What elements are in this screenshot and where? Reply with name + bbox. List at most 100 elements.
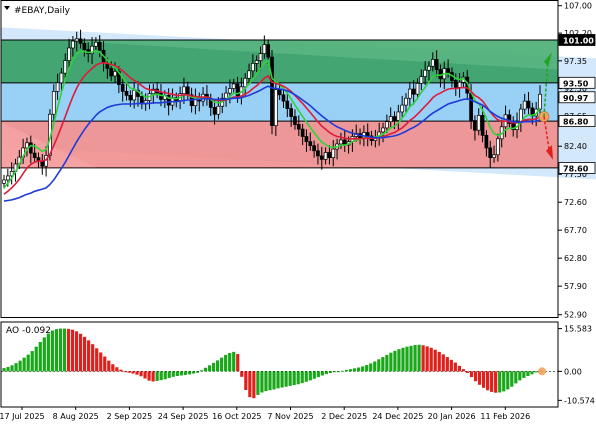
- ao-bar: [248, 371, 252, 398]
- ao-bar: [385, 354, 389, 372]
- candle-body: [97, 41, 102, 51]
- x-tick-label: 8 Aug 2025: [53, 412, 99, 421]
- ao-bar: [534, 371, 538, 373]
- ao-bar: [409, 345, 413, 372]
- candle-body: [28, 142, 33, 154]
- ao-bar: [171, 371, 175, 377]
- ao-bar: [449, 359, 453, 372]
- candle-body: [365, 132, 370, 137]
- ao-bar: [433, 349, 437, 372]
- ao-bar: [10, 365, 14, 372]
- candle-body: [78, 38, 83, 44]
- y-tick-label: 62.80: [564, 254, 587, 263]
- candle-body: [331, 148, 336, 158]
- ao-bar: [397, 349, 401, 372]
- ao-bar: [506, 371, 510, 390]
- candle-body: [113, 71, 117, 77]
- ao-bar: [365, 365, 369, 372]
- candle-body: [124, 91, 129, 96]
- ao-bar: [256, 371, 260, 395]
- ao-bar: [14, 363, 18, 372]
- ao-bar: [228, 352, 232, 372]
- ao-bar: [413, 345, 417, 372]
- candle-body: [120, 84, 125, 92]
- ao-bar: [522, 371, 526, 378]
- ao-bar: [457, 365, 461, 372]
- ao-bar: [526, 371, 530, 377]
- price-pane-frame: [0, 0, 559, 318]
- candle-body: [323, 152, 328, 160]
- candle-body: [231, 83, 236, 89]
- x-tick-label: 7 Nov 2025: [267, 412, 313, 421]
- candle-body: [293, 116, 297, 125]
- ao-bar: [58, 328, 63, 372]
- ao-bar: [296, 371, 300, 385]
- candle-body: [273, 89, 278, 127]
- ao-bar: [304, 371, 308, 382]
- ao-y-tick-label: 0.00: [564, 367, 582, 376]
- candle-body: [396, 111, 401, 121]
- ao-bar: [373, 361, 377, 372]
- candle-body: [339, 139, 343, 145]
- ao-bar: [62, 328, 67, 372]
- candle-body: [427, 65, 431, 71]
- ao-bar: [353, 368, 357, 372]
- candle-body: [51, 91, 56, 115]
- ao-bar: [445, 357, 449, 372]
- ao-bar: [405, 346, 409, 372]
- ao-bar: [336, 371, 341, 373]
- candle-body: [434, 59, 439, 71]
- ao-bar: [328, 371, 333, 373]
- ao-bar: [320, 371, 324, 376]
- ao-bar: [18, 360, 22, 372]
- candle-body: [538, 93, 542, 110]
- candle-body: [327, 152, 332, 158]
- ao-y-tick-label: -10.574: [564, 396, 595, 405]
- candle-body: [430, 59, 435, 67]
- ao-bar: [151, 371, 155, 382]
- ao-bar: [187, 371, 191, 375]
- candle-body: [159, 92, 163, 100]
- level-label: 78.60: [563, 164, 589, 173]
- candle-body: [254, 60, 259, 64]
- candle-body: [473, 120, 477, 131]
- ao-bar: [357, 367, 361, 372]
- ao-bar: [119, 369, 123, 372]
- candle-body: [71, 40, 75, 49]
- ao-bar: [139, 371, 143, 377]
- y-tick-label: 77.50: [564, 170, 587, 179]
- ao-bar: [498, 371, 502, 393]
- candle-body: [67, 47, 71, 61]
- ao-bar: [232, 351, 236, 372]
- x-tick-label: 16 Oct 2025: [212, 412, 261, 421]
- ao-bar: [340, 370, 345, 372]
- x-tick-label: 17 Jul 2025: [0, 412, 45, 421]
- ao-bar: [240, 371, 244, 377]
- ao-bar: [220, 357, 224, 372]
- ao-bar: [461, 369, 466, 372]
- candle-body: [82, 43, 87, 51]
- ao-bar: [115, 367, 119, 372]
- x-tick-label: 20 Jan 2026: [428, 412, 476, 421]
- candle-body: [423, 69, 427, 77]
- ao-bar: [486, 371, 490, 391]
- ao-bar: [316, 371, 320, 378]
- candle-body: [381, 127, 385, 133]
- ao-bar: [143, 371, 147, 379]
- candle-body: [385, 121, 389, 129]
- candle-body: [2, 179, 6, 184]
- ao-bar: [481, 371, 486, 388]
- ao-bar: [494, 371, 498, 393]
- ao-bar: [224, 354, 228, 372]
- ao-bar: [38, 342, 42, 372]
- dropdown-triangle-icon[interactable]: [4, 6, 10, 10]
- candle-body: [476, 115, 481, 131]
- ao-bar: [518, 371, 522, 381]
- price-pane: 107.00102.2097.3592.5087.6582.4077.5072.…: [0, 0, 596, 320]
- candle-body: [492, 154, 496, 158]
- ao-bar: [473, 371, 478, 382]
- candle-body: [419, 76, 424, 84]
- candle-body: [55, 82, 60, 92]
- y-tick-label: 67.70: [564, 226, 587, 235]
- y-tick-label: 97.35: [564, 57, 587, 66]
